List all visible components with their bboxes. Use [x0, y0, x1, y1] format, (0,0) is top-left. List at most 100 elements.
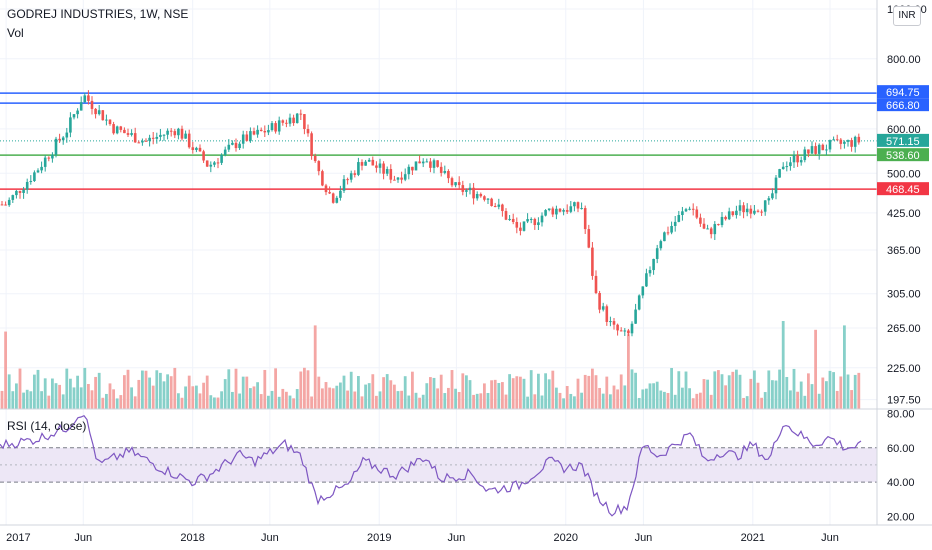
candle-body	[655, 248, 659, 259]
volume-bar	[432, 377, 436, 409]
time-tick-label: 2021	[741, 532, 765, 544]
volume-bar	[645, 388, 648, 409]
candle-body	[576, 202, 580, 209]
candle-body	[0, 204, 4, 206]
candle-body	[526, 219, 529, 222]
volume-bar	[565, 386, 569, 409]
candle-body	[547, 208, 551, 211]
candle-body	[677, 215, 681, 222]
candle-body	[191, 147, 195, 151]
volume-bar	[778, 369, 781, 409]
volume-bar	[22, 392, 25, 409]
candle-body	[835, 139, 839, 141]
volume-bar	[375, 395, 378, 409]
volume-bar	[623, 385, 627, 409]
volume-bar	[673, 394, 677, 409]
volume-bar	[429, 377, 432, 409]
candle-body	[533, 218, 537, 226]
candle-body	[731, 211, 735, 216]
time-tick-label: Jun	[261, 532, 279, 544]
volume-bar	[378, 391, 382, 409]
price-tick-label: 197.50	[887, 395, 921, 407]
volume-bar	[393, 384, 396, 409]
candle-body	[220, 154, 223, 163]
volume-bar	[850, 390, 853, 409]
volume-bar	[785, 377, 789, 409]
candle-body	[123, 129, 126, 134]
candle-body	[771, 193, 774, 199]
time-tick-label: Jun	[74, 532, 92, 544]
time-tick-label: Jun	[635, 532, 653, 544]
candle-body	[591, 247, 594, 276]
volume-bar	[245, 376, 249, 409]
volume-bar	[112, 389, 115, 409]
volume-bar	[742, 397, 745, 409]
volume-bar	[436, 388, 439, 409]
volume-bar	[839, 376, 843, 409]
volume-bar	[576, 378, 580, 409]
volume-bar	[709, 394, 713, 409]
currency-badge[interactable]: INR	[893, 6, 921, 26]
volume-bar	[511, 378, 515, 409]
symbol-title[interactable]: GODREJ INDUSTRIES, 1W, NSE	[7, 7, 189, 21]
candle-body	[803, 149, 807, 161]
level-lines-layer	[0, 92, 877, 190]
volume-bar	[195, 385, 198, 409]
volume-bar	[497, 383, 501, 409]
candle-body	[407, 166, 411, 175]
volume-legend[interactable]: Vol	[7, 26, 24, 40]
candle-body	[65, 132, 69, 138]
volume-bar	[828, 370, 832, 409]
volume-bar	[731, 371, 735, 409]
volume-bar	[216, 397, 220, 409]
candle-body	[792, 155, 796, 163]
candle-body	[285, 122, 288, 124]
volume-bar	[396, 391, 400, 409]
candle-body	[749, 208, 753, 214]
volume-bar	[583, 374, 587, 409]
volume-bar	[810, 384, 814, 409]
candle-body	[637, 295, 641, 310]
candle-body	[141, 140, 144, 143]
candle-body	[857, 136, 861, 143]
volume-bar	[465, 375, 468, 409]
candle-body	[216, 162, 220, 164]
candle-body	[25, 181, 29, 190]
candle-body	[497, 204, 501, 207]
candle-body	[717, 224, 720, 226]
candle-body	[558, 208, 562, 212]
candle-body	[148, 137, 151, 141]
volume-bar	[857, 372, 861, 409]
volume-bar	[324, 382, 328, 409]
candle-body	[774, 177, 778, 194]
volume-bar	[292, 398, 295, 409]
price-tick-label: 600.00	[887, 124, 921, 136]
candle-body	[601, 306, 605, 310]
candle-body	[105, 119, 108, 121]
candle-body	[634, 309, 637, 324]
volume-bar	[180, 397, 184, 409]
volume-bar	[259, 394, 263, 409]
candle-body	[58, 138, 61, 141]
volume-bar	[479, 393, 483, 409]
candle-body	[231, 142, 234, 145]
volume-bar	[166, 374, 169, 409]
candle-body	[616, 324, 619, 331]
volume-bar	[76, 375, 79, 409]
volume-bar	[706, 379, 709, 409]
candle-body	[184, 133, 187, 139]
volume-bar	[169, 376, 173, 409]
volume-bar	[515, 376, 519, 409]
candle-body	[598, 293, 601, 310]
volume-bar	[468, 380, 472, 409]
rsi-legend[interactable]: RSI (14, close)	[7, 419, 87, 433]
candle-body	[666, 232, 670, 234]
volume-bar	[418, 397, 421, 409]
volume-bar	[648, 383, 652, 409]
volume-bar	[846, 374, 850, 409]
candle-body	[569, 206, 573, 212]
level-label-468.45: 468.45	[886, 184, 920, 196]
candle-body	[144, 140, 148, 142]
candle-body	[349, 173, 353, 180]
candle-body	[414, 161, 418, 171]
